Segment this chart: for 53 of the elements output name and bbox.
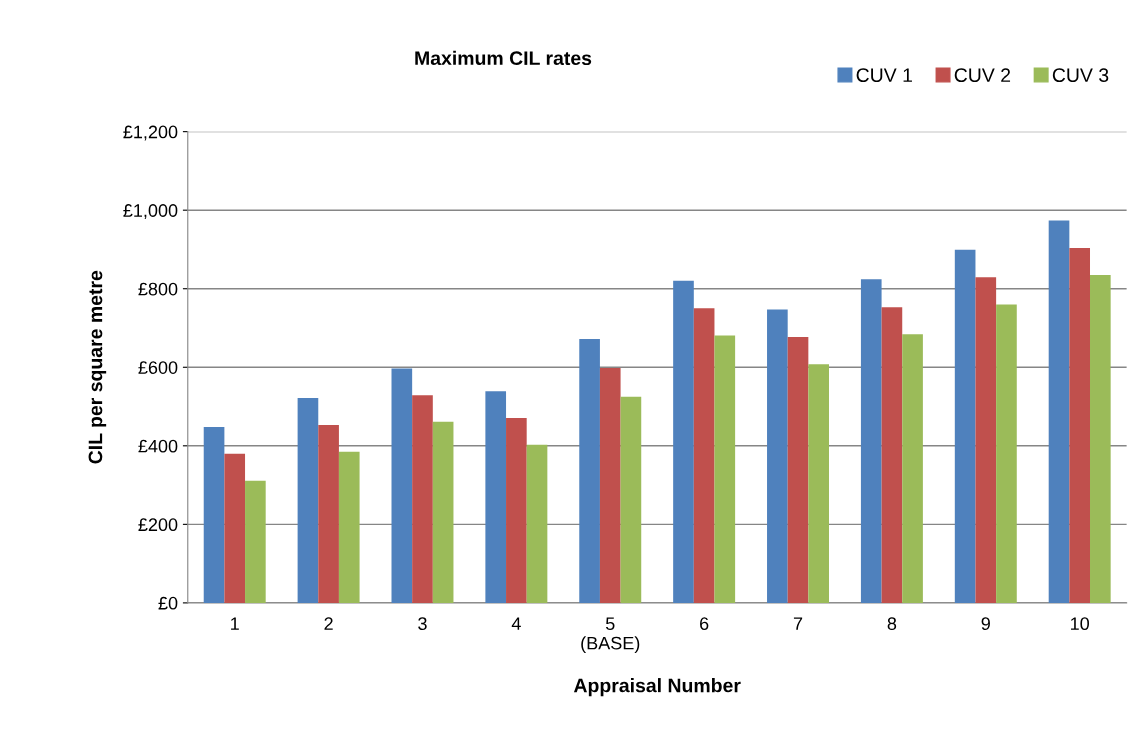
bar — [996, 304, 1017, 603]
bar — [954, 249, 976, 603]
bar — [860, 279, 882, 603]
bar — [506, 417, 527, 603]
x-tick-label: 1 — [231, 617, 239, 630]
bar — [432, 421, 454, 603]
y-tick-label: £600 — [138, 361, 178, 374]
bar — [902, 334, 923, 603]
bar — [1048, 220, 1070, 603]
bar — [224, 453, 246, 603]
y-tick-label: £1,200 — [123, 125, 178, 141]
y-tick-label: £200 — [138, 518, 178, 532]
bar — [787, 337, 809, 603]
x-tick-label: 2 — [324, 617, 333, 630]
bar — [526, 444, 548, 603]
bar — [1090, 274, 1111, 603]
y-tick-label: £0 — [158, 596, 178, 610]
bar — [203, 426, 225, 603]
bar — [579, 338, 600, 603]
bar — [881, 307, 903, 603]
x-tick-label: 5 (BASE) — [581, 617, 640, 654]
bar — [599, 368, 621, 603]
legend-label: CUV 2 — [954, 68, 1011, 83]
bar — [620, 396, 642, 603]
bar — [245, 480, 266, 603]
bar — [767, 309, 788, 603]
chart-title: Maximum CIL rates — [415, 50, 592, 66]
y-tick-label: £400 — [138, 439, 178, 453]
y-tick-label: £1,000 — [123, 204, 178, 220]
legend-label: CUV 3 — [1052, 68, 1109, 83]
bar — [975, 277, 997, 603]
bar — [673, 280, 694, 603]
bar — [297, 397, 319, 603]
bar — [714, 335, 736, 603]
x-tick-label: 8 — [887, 617, 897, 631]
y-axis-title: CIL per square metre — [88, 270, 107, 464]
x-axis-title: Appraisal Number — [573, 678, 741, 697]
x-tick-label: 7 — [793, 617, 803, 630]
x-tick-label: 10 — [1071, 617, 1090, 631]
legend-label: CUV 1 — [856, 68, 912, 83]
bar — [412, 395, 433, 603]
x-tick-label: 6 — [700, 617, 709, 631]
bar — [391, 368, 413, 603]
bar — [338, 451, 360, 603]
x-tick-label: 3 — [418, 617, 427, 631]
bar — [318, 424, 339, 603]
bar — [693, 308, 715, 603]
bar — [808, 364, 829, 603]
bar — [485, 391, 507, 603]
x-tick-label: 4 — [511, 617, 521, 630]
y-tick-label: £800 — [138, 282, 178, 296]
bar — [1069, 247, 1090, 603]
x-tick-label: 9 — [981, 617, 990, 631]
